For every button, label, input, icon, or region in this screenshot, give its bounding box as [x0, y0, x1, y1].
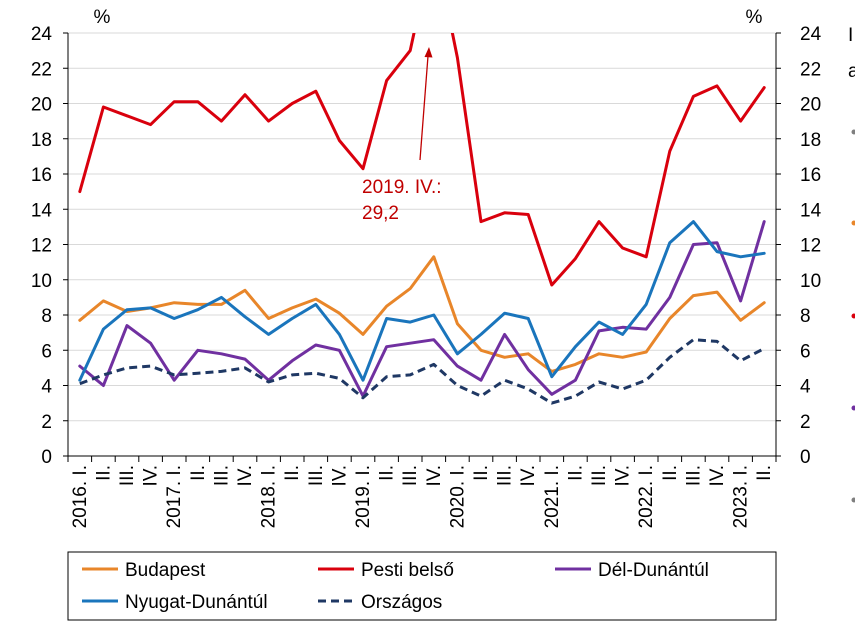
right-edge-dot-red — [851, 313, 855, 319]
x-tick-label: II. — [188, 465, 209, 481]
left-y-tick-label: 24 — [31, 24, 53, 45]
right-edge-fragment-2: a — [848, 61, 855, 82]
axes — [63, 32, 781, 462]
series-line-pesti-bels- — [78, 33, 766, 287]
x-tick-label: II. — [377, 465, 398, 481]
annotation-arrowhead — [424, 47, 433, 58]
right-edge-dot-orange — [851, 220, 855, 226]
x-tick-label: IV. — [613, 465, 634, 487]
x-tick-label: 2018. I. — [259, 465, 280, 528]
x-tick-label: II. — [282, 465, 303, 481]
legend-label: Budapest — [125, 560, 206, 581]
right-y-tick-label: 4 — [800, 377, 811, 398]
left-y-tick-label: 6 — [41, 341, 52, 362]
legend-label: Pesti belső — [361, 560, 454, 581]
right-edge-dot-grey-2 — [851, 497, 855, 503]
x-tick-label: IV. — [235, 465, 256, 487]
x-tick-label: IV. — [707, 465, 728, 487]
right-y-tick-label: 6 — [800, 341, 811, 362]
x-axis-tick-labels: 2016. I. II. III. IV. 2017. I. II. III. IV. 2018… — [70, 465, 775, 528]
annotation: 2019. IV.: 29,2 — [362, 47, 442, 224]
right-y-tick-label: 2 — [800, 412, 811, 433]
right-axis-unit: % — [746, 7, 763, 28]
x-tick-label: IV. — [424, 465, 445, 487]
right-edge-fragments: I a — [848, 25, 855, 503]
left-y-tick-label: 0 — [41, 447, 52, 468]
x-tick-label: IV. — [329, 465, 350, 487]
left-y-tick-label: 10 — [31, 271, 52, 292]
series-line-budapest — [78, 255, 766, 373]
x-tick-label: III. — [211, 465, 232, 486]
series-line-d-l-dun-nt-l — [78, 220, 766, 398]
grid — [68, 32, 776, 422]
left-axis-unit: % — [94, 7, 111, 28]
right-y-tick-label: 8 — [800, 306, 811, 327]
left-y-tick-label: 22 — [31, 59, 52, 80]
left-y-tick-label: 12 — [31, 236, 52, 257]
x-tick-label: III. — [683, 465, 704, 486]
x-tick-label: II. — [471, 465, 492, 481]
left-y-tick-label: 16 — [31, 165, 52, 186]
x-tick-label: 2021. I. — [542, 465, 563, 528]
right-y-tick-label: 20 — [800, 95, 821, 116]
right-y-tick-label: 18 — [800, 130, 821, 151]
legend-label: Dél-Dunántúl — [598, 560, 709, 581]
legend-label: Nyugat-Dunántúl — [125, 592, 268, 613]
right-y-tick-label: 14 — [800, 200, 822, 221]
left-y-tick-label: 4 — [41, 377, 52, 398]
legend-box — [67, 551, 777, 621]
x-tick-label: III. — [589, 465, 610, 486]
x-tick-label: IV. — [141, 465, 162, 487]
right-y-tick-label: 22 — [800, 59, 821, 80]
x-tick-label: IV. — [518, 465, 539, 487]
x-tick-label: 2020. I. — [447, 465, 468, 528]
right-edge-fragment-1: I — [848, 25, 853, 46]
right-y-tick-label: 24 — [800, 24, 822, 45]
x-tick-label: III. — [495, 465, 516, 486]
right-y-tick-label: 0 — [800, 447, 811, 468]
right-y-tick-label: 12 — [800, 236, 821, 257]
series-lines — [78, 33, 766, 405]
x-tick-label: II. — [93, 465, 114, 481]
annotation-line-2: 29,2 — [362, 203, 399, 224]
series-line-nyugat-dun-nt-l — [78, 220, 766, 382]
x-tick-label: II. — [565, 465, 586, 481]
x-tick-label: 2017. I. — [164, 465, 185, 528]
x-tick-label: 2022. I. — [636, 465, 657, 528]
x-tick-label: 2019. I. — [353, 465, 374, 528]
legend-label: Országos — [361, 592, 442, 613]
x-tick-label: III. — [117, 465, 138, 486]
x-tick-label: 2016. I. — [70, 465, 91, 528]
left-y-tick-label: 18 — [31, 130, 52, 151]
annotation-arrow-line — [419, 55, 429, 161]
x-tick-label: III. — [306, 465, 327, 486]
left-y-tick-label: 14 — [31, 200, 53, 221]
left-y-tick-label: 20 — [31, 95, 52, 116]
right-y-tick-label: 10 — [800, 271, 821, 292]
x-tick-label: II. — [754, 465, 775, 481]
x-tick-label: III. — [400, 465, 421, 486]
annotation-line-1: 2019. IV.: — [362, 177, 442, 198]
right-edge-dot-grey-1 — [851, 129, 855, 135]
legend: Budapest Pesti belső Dél-Dunántúl Nyugat-Du… — [67, 551, 777, 621]
left-y-tick-label: 2 — [41, 412, 52, 433]
x-tick-label: II. — [660, 465, 681, 481]
right-y-tick-label: 16 — [800, 165, 821, 186]
series-line-orsz-gos — [79, 338, 765, 405]
left-y-tick-label: 8 — [41, 306, 52, 327]
right-edge-dot-purple — [851, 405, 855, 411]
x-tick-label: 2023. I. — [731, 465, 752, 528]
